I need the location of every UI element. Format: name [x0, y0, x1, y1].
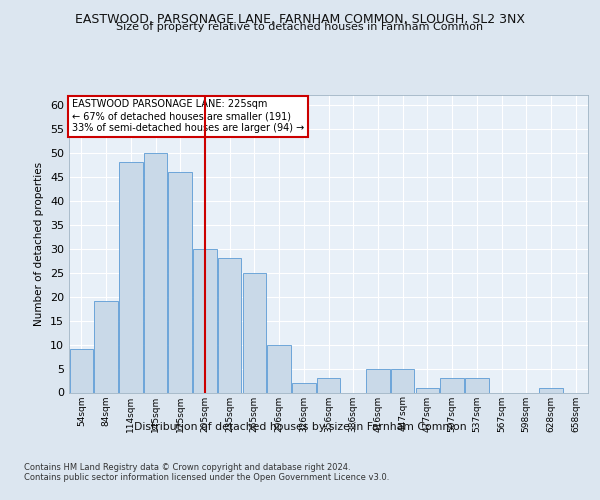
- Bar: [144, 152, 167, 392]
- Text: Contains HM Land Registry data © Crown copyright and database right 2024.: Contains HM Land Registry data © Crown c…: [24, 462, 350, 471]
- Bar: [317, 378, 340, 392]
- Bar: [70, 350, 93, 393]
- Bar: [94, 302, 118, 392]
- Bar: [169, 172, 192, 392]
- Bar: [440, 378, 464, 392]
- Bar: [539, 388, 563, 392]
- Text: Distribution of detached houses by size in Farnham Common: Distribution of detached houses by size …: [134, 422, 466, 432]
- Text: EASTWOOD, PARSONAGE LANE, FARNHAM COMMON, SLOUGH, SL2 3NX: EASTWOOD, PARSONAGE LANE, FARNHAM COMMON…: [75, 12, 525, 26]
- Bar: [391, 368, 415, 392]
- Bar: [465, 378, 488, 392]
- Bar: [119, 162, 143, 392]
- Bar: [366, 368, 389, 392]
- Bar: [193, 248, 217, 392]
- Bar: [242, 272, 266, 392]
- Bar: [416, 388, 439, 392]
- Text: EASTWOOD PARSONAGE LANE: 225sqm
← 67% of detached houses are smaller (191)
33% o: EASTWOOD PARSONAGE LANE: 225sqm ← 67% of…: [71, 100, 304, 132]
- Y-axis label: Number of detached properties: Number of detached properties: [34, 162, 44, 326]
- Text: Size of property relative to detached houses in Farnham Common: Size of property relative to detached ho…: [116, 22, 484, 32]
- Text: Contains public sector information licensed under the Open Government Licence v3: Contains public sector information licen…: [24, 474, 389, 482]
- Bar: [218, 258, 241, 392]
- Bar: [268, 344, 291, 393]
- Bar: [292, 383, 316, 392]
